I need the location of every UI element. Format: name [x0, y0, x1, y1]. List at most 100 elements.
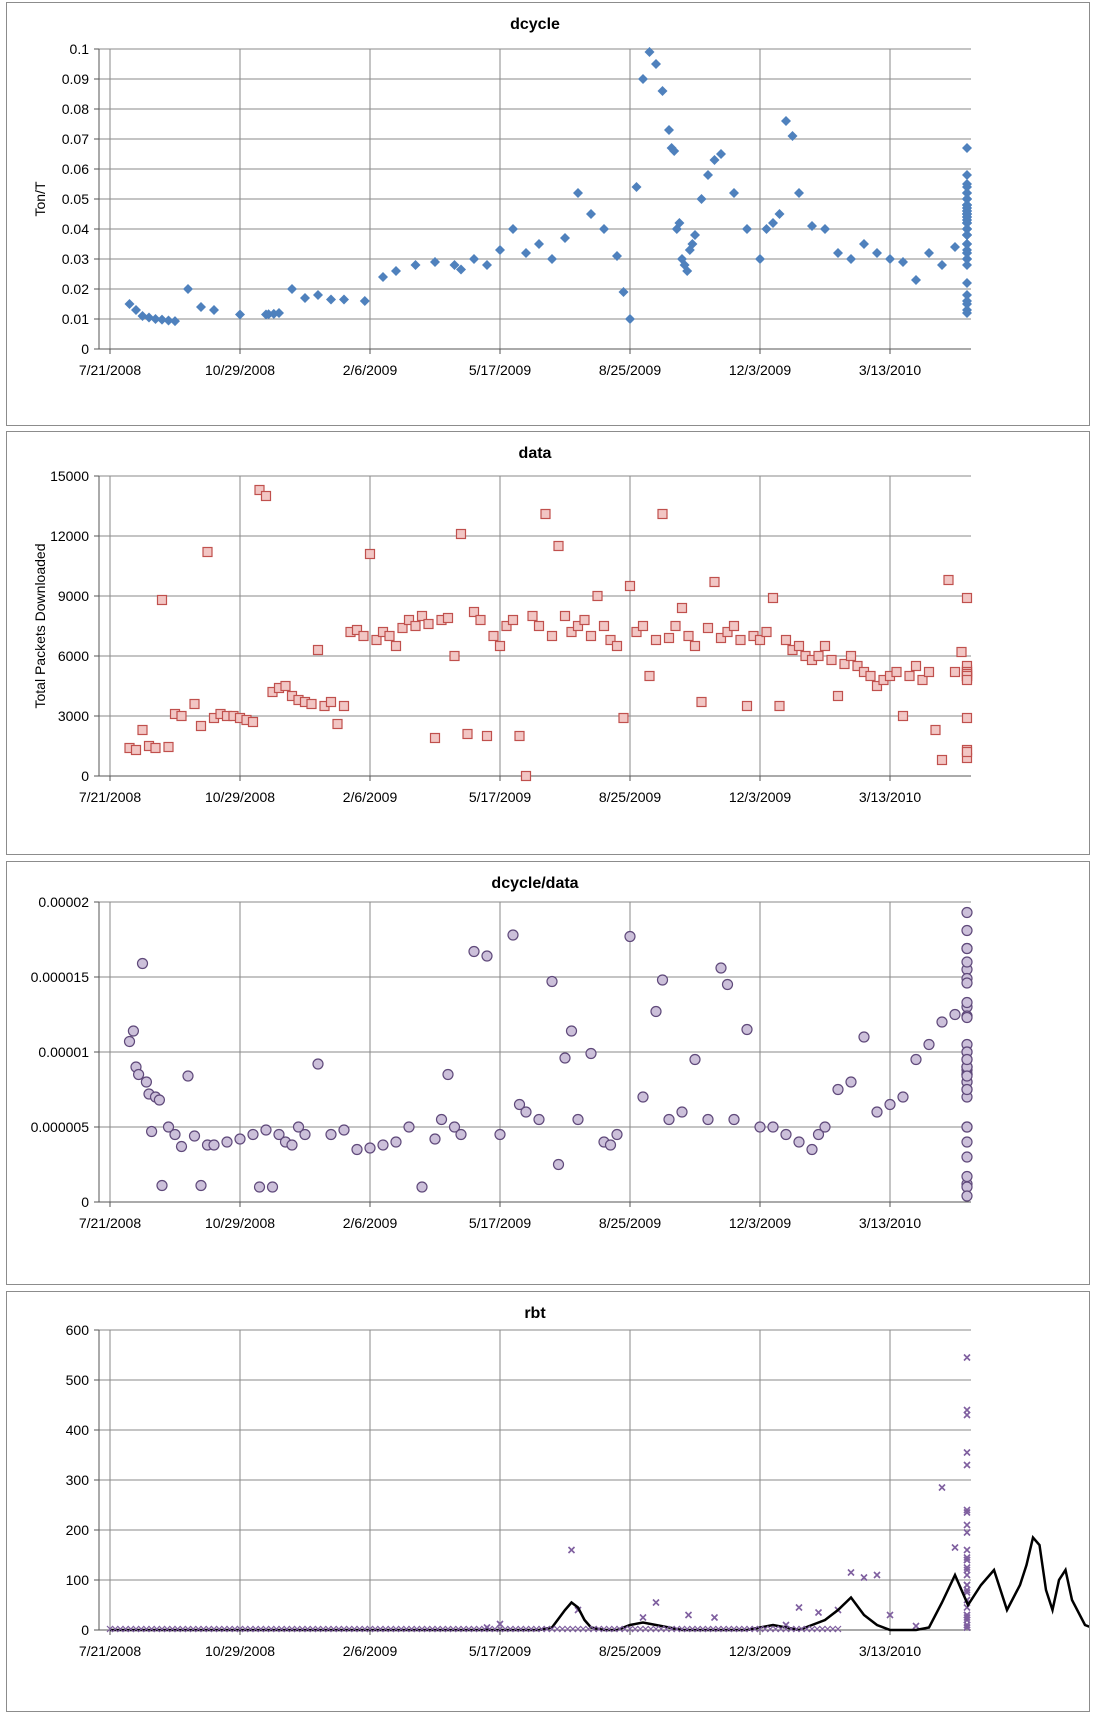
data-point	[552, 1158, 565, 1171]
data-point	[820, 224, 830, 234]
data-point	[403, 614, 415, 626]
data-point	[898, 257, 908, 267]
data-point	[378, 272, 388, 282]
data-point	[221, 1136, 233, 1148]
data-point	[494, 640, 506, 652]
baseline-point	[834, 1625, 842, 1633]
data-point	[585, 1047, 597, 1060]
data-point	[351, 624, 363, 636]
baseline-point	[184, 1625, 192, 1633]
data-point	[963, 1508, 971, 1517]
baseline-point	[631, 1625, 639, 1633]
data-point	[579, 614, 590, 626]
data-point	[951, 1543, 959, 1552]
baseline-point	[330, 1625, 338, 1633]
chart-panel-dcycle-data: dcycle/data 0 0.000005 0.00001 0.000015 0.000…	[6, 861, 1090, 1285]
data-point	[364, 1142, 376, 1154]
data-point	[962, 143, 972, 153]
data-point	[306, 698, 317, 710]
chart-panel-data: data 0 3000 6000 9000 12000 15000 7/21/2008 10/2…	[6, 431, 1090, 855]
data-point	[910, 660, 922, 672]
rbt-chart: rbt 0 100 200 300 400 500 600 7/21/2008 10/29/200…	[66, 1305, 1089, 1659]
baseline-point	[413, 1625, 421, 1633]
data-point	[754, 1121, 766, 1133]
baseline-point	[361, 1625, 369, 1633]
data-point	[963, 1353, 971, 1362]
data-point	[847, 1568, 855, 1577]
data-point	[962, 194, 972, 204]
baseline-point	[699, 1625, 707, 1633]
data-point	[435, 1113, 448, 1126]
data-point	[923, 666, 935, 678]
data-point	[961, 1121, 973, 1133]
data-point	[136, 957, 149, 970]
baseline-point	[569, 1625, 577, 1633]
data-point	[430, 257, 440, 267]
baseline-point	[720, 1625, 728, 1633]
x-tick-label: 5/17/2009	[469, 1643, 531, 1659]
data-point	[501, 620, 512, 632]
data-point	[657, 508, 668, 520]
data-point	[962, 308, 972, 318]
data-point	[377, 1139, 389, 1151]
data-point	[442, 612, 454, 624]
data-point	[735, 634, 746, 646]
data-point	[949, 666, 961, 678]
data-point	[872, 248, 882, 258]
data-point	[195, 720, 207, 732]
y-tick-label: 300	[66, 1472, 90, 1488]
baseline-point	[278, 1625, 286, 1633]
baseline-point	[766, 1625, 774, 1633]
data-point	[963, 1623, 971, 1632]
data-point	[871, 1106, 883, 1118]
data-point	[819, 1121, 831, 1133]
baseline-point	[345, 1625, 353, 1633]
baseline-point	[709, 1625, 717, 1633]
data-point	[897, 1091, 909, 1103]
y-tick-label: 0.1	[70, 41, 90, 57]
baseline-point	[725, 1625, 733, 1633]
baseline-point	[174, 1625, 182, 1633]
x-tick-label: 5/17/2009	[469, 1215, 531, 1231]
baseline-point	[683, 1625, 691, 1633]
data-point	[631, 626, 642, 638]
data-point	[962, 188, 972, 198]
baseline-point	[241, 1625, 249, 1633]
data-point	[469, 254, 479, 264]
data-point	[911, 275, 921, 285]
baseline-point	[335, 1625, 343, 1633]
data-point	[605, 634, 616, 646]
data-point	[176, 710, 187, 722]
baseline-point	[652, 1625, 660, 1633]
baseline-point	[470, 1625, 478, 1633]
x-tick-label: 10/29/2008	[205, 1215, 275, 1231]
baseline-point	[376, 1625, 384, 1633]
data-point	[852, 660, 863, 672]
baseline-point	[460, 1625, 468, 1633]
baseline-point	[824, 1625, 832, 1633]
baseline-point	[246, 1625, 254, 1633]
data-point	[961, 1011, 973, 1024]
baseline-point	[600, 1625, 608, 1633]
data-point	[423, 618, 434, 630]
data-point	[496, 1620, 504, 1628]
baseline-point	[735, 1625, 743, 1633]
data-point	[527, 610, 538, 622]
data-point	[495, 245, 505, 255]
data-point	[715, 632, 727, 644]
baseline-point	[449, 1625, 457, 1633]
y-axis-label: Ton/T	[32, 181, 48, 216]
data-point	[280, 680, 291, 692]
data-point	[832, 690, 844, 702]
data-point	[332, 718, 343, 730]
x-tick-label: 2/6/2009	[343, 1643, 398, 1659]
data-point	[674, 218, 685, 228]
data-point	[312, 644, 324, 656]
baseline-point	[168, 1625, 176, 1633]
data-point	[664, 125, 674, 135]
data-point	[873, 1571, 881, 1579]
data-point	[962, 209, 972, 219]
baseline-point	[496, 1625, 504, 1633]
data-point	[886, 1611, 894, 1619]
data-point	[146, 1125, 158, 1138]
